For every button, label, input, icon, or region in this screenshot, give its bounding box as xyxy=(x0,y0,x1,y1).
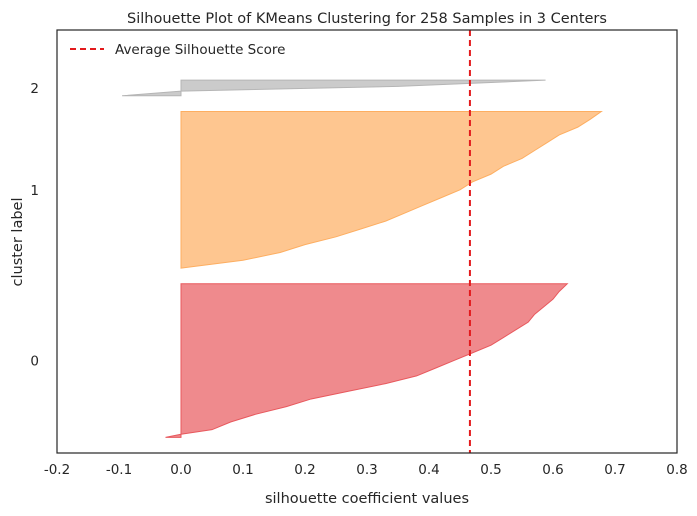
y-tick-label-1: 1 xyxy=(30,183,39,199)
y-tick-label-2: 2 xyxy=(30,81,39,97)
x-tick-label: 0.4 xyxy=(418,462,439,478)
silhouette-band-cluster-2 xyxy=(122,79,546,97)
y-axis-label: cluster label xyxy=(10,198,26,287)
plot-frame xyxy=(56,29,678,454)
silhouette-band-cluster-0 xyxy=(165,283,569,438)
y-tick-label-0: 0 xyxy=(30,354,39,370)
legend: Average Silhouette Score xyxy=(70,42,285,58)
x-tick-label: -0.2 xyxy=(44,462,70,478)
x-tick-label: 0.7 xyxy=(604,462,625,478)
x-axis-ticks: -0.2 -0.1 0.0 0.1 0.2 0.3 0.4 0.5 0.6 0.7 0.8 xyxy=(44,462,688,478)
x-tick-label: 0.0 xyxy=(170,462,191,478)
chart-title: Silhouette Plot of KMeans Clustering for… xyxy=(127,11,607,27)
x-tick-label: 0.2 xyxy=(294,462,315,478)
silhouette-band-cluster-1 xyxy=(180,110,603,269)
x-axis-label: silhouette coefficient values xyxy=(265,491,469,507)
x-tick-label: 0.6 xyxy=(542,462,563,478)
x-tick-label: 0.5 xyxy=(480,462,501,478)
x-tick-label: -0.1 xyxy=(106,462,132,478)
y-axis-ticks: 0 1 2 xyxy=(30,81,39,370)
legend-average-label: Average Silhouette Score xyxy=(115,42,285,58)
x-tick-label: 0.1 xyxy=(232,462,253,478)
x-tick-label: 0.3 xyxy=(356,462,377,478)
plot-area xyxy=(122,79,603,438)
x-tick-label: 0.8 xyxy=(666,462,687,478)
